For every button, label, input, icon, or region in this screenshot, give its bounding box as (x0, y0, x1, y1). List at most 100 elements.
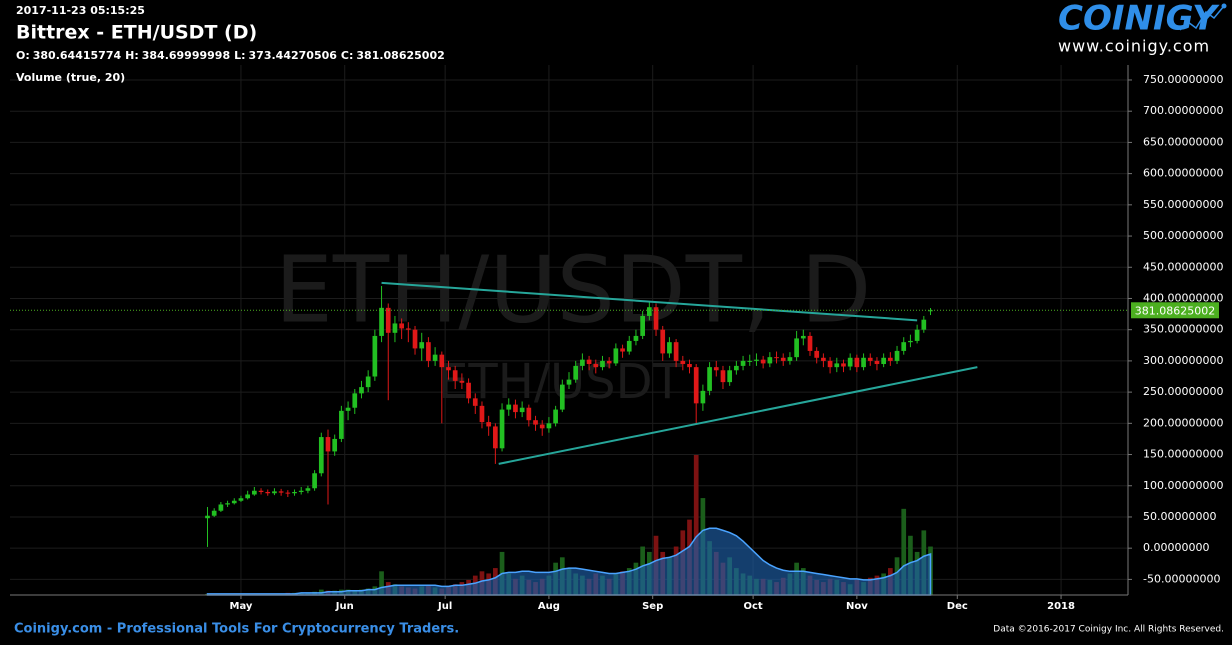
candle-body (586, 359, 592, 365)
candle-body (740, 360, 746, 366)
candle-body (539, 424, 545, 429)
candle-body (352, 393, 358, 408)
ohlc-value: 384.69999998 (142, 49, 230, 62)
candle-body (298, 490, 304, 492)
y-tick-label: 550.00000000 (1143, 198, 1223, 211)
last-price-box (1131, 302, 1219, 319)
y-tick-label: 650.00000000 (1143, 135, 1223, 148)
y-tick-label: 750.00000000 (1143, 73, 1223, 86)
candle-body (821, 357, 826, 361)
y-tick-label: -50.00000000 (1143, 572, 1220, 585)
candle-body (278, 491, 284, 493)
y-tick-label: 200.00000000 (1143, 416, 1223, 429)
ohlc-value: 373.44270506 (249, 49, 338, 62)
logo-dot (1221, 3, 1227, 9)
candle-body (439, 354, 445, 368)
candle-body (653, 307, 659, 330)
candle-body (874, 360, 880, 365)
candle-body (252, 490, 257, 495)
timestamp: 2017-11-23 05:15:25 (16, 4, 145, 17)
candle-body (285, 492, 291, 494)
candle-body (881, 357, 886, 365)
candle-body (908, 340, 913, 343)
candle-body (727, 370, 733, 383)
candle-body (847, 357, 853, 367)
candle-body (626, 340, 632, 352)
candle-body (392, 323, 398, 333)
candle-body (546, 423, 552, 429)
candle-body (613, 348, 619, 364)
candle-body (526, 407, 532, 421)
candle-body (794, 338, 799, 358)
candle-body (452, 370, 458, 381)
candle-body (379, 307, 384, 336)
candle-body (894, 350, 900, 361)
candle-body (680, 360, 686, 365)
candle-layer (205, 281, 978, 547)
candle-body (493, 426, 498, 449)
candle-body (359, 387, 364, 394)
chart-title: Bittrex - ETH/USDT (D) (16, 22, 257, 44)
x-tick-label: Jun (335, 601, 354, 612)
candle-body (633, 335, 639, 341)
candle-body (600, 360, 605, 368)
candle-body (914, 329, 920, 341)
candle-body (292, 491, 297, 494)
candle-body (827, 360, 833, 368)
candle-body (553, 409, 558, 424)
candle-body (312, 473, 317, 489)
x-tick-label: Jul (437, 601, 452, 612)
y-tick-label: 50.00000000 (1143, 510, 1216, 523)
candle-body (640, 315, 645, 336)
candle-body (513, 404, 518, 413)
candle-body (814, 350, 820, 358)
ohlc-key: L: (234, 49, 245, 62)
y-tick-label: 500.00000000 (1143, 229, 1223, 242)
candle-body (533, 420, 538, 425)
x-tick-label: Oct (743, 601, 762, 612)
candle-body (573, 365, 579, 380)
candle-body (258, 490, 264, 492)
candle-body (693, 367, 699, 404)
candle-body (861, 357, 866, 368)
ohlc-key: O: (16, 49, 30, 62)
x-tick-label: Nov (846, 601, 868, 612)
candle-body (734, 365, 739, 371)
y-tick-label: 150.00000000 (1143, 448, 1223, 461)
candle-body (767, 357, 773, 364)
candle-body (412, 329, 418, 349)
candle-body (807, 335, 813, 351)
candle-body (854, 357, 860, 368)
candle-body (747, 360, 753, 362)
y-tick-label: 400.00000000 (1143, 291, 1223, 304)
footer-copyright: Data ©2016-2017 Coinigy Inc. All Rights … (993, 625, 1224, 635)
volume-layer (205, 455, 933, 596)
y-tick-label: 0.00000000 (1143, 541, 1209, 554)
y-tick-label: 450.00000000 (1143, 260, 1223, 273)
candle-body (479, 405, 485, 423)
candle-body (318, 437, 324, 474)
x-tick-label: May (230, 601, 253, 612)
candle-body (867, 357, 873, 361)
candle-body (787, 357, 793, 361)
last-price-label: 381.08625002 (1135, 304, 1215, 317)
candle-body (921, 319, 927, 330)
candle-body (225, 503, 230, 505)
y-tick-label: 700.00000000 (1143, 104, 1223, 117)
candle-body (687, 364, 692, 368)
candle-body (205, 515, 210, 519)
y-tick-label: 250.00000000 (1143, 385, 1223, 398)
candle-body (841, 363, 846, 367)
y-tick-label: 100.00000000 (1143, 479, 1223, 492)
candle-body (405, 328, 411, 330)
candle-body (272, 491, 277, 494)
candle-body (834, 363, 840, 368)
candle-body (660, 329, 666, 354)
candle-body (506, 404, 512, 410)
candle-body (800, 335, 806, 339)
candle-body (218, 504, 224, 511)
candle-body (332, 438, 338, 452)
candle-body (399, 323, 404, 329)
